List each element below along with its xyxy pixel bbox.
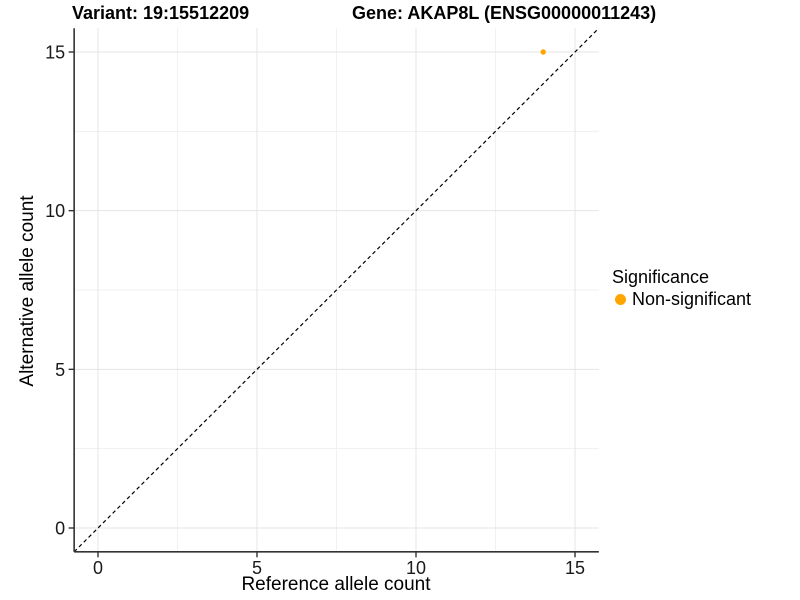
y-tick-label: 10 [45,201,65,221]
legend-item-label: Non-significant [632,289,752,309]
identity-line [73,27,600,553]
data-point [540,49,546,55]
circle-icon [615,293,626,305]
plot-title-gene: Gene: AKAP8L (ENSG00000011243) [352,3,657,23]
x-axis-title: Reference allele count [241,574,431,595]
x-tick-label: 0 [93,558,103,578]
legend-title: Significance [612,267,710,287]
y-tick-label: 5 [55,360,65,380]
y-axis-title: Alternative allele count [17,195,38,387]
x-tick-label: 15 [565,558,585,578]
plot-title-variant: Variant: 19:15512209 [72,3,250,23]
legend: Significance Non-significant [612,266,751,310]
x-tick-label: 5 [252,558,262,578]
x-tick-label: 10 [406,558,426,578]
y-tick-label: 0 [55,519,65,539]
legend-item: Non-significant [612,288,751,310]
y-tick-label: 15 [45,43,65,63]
